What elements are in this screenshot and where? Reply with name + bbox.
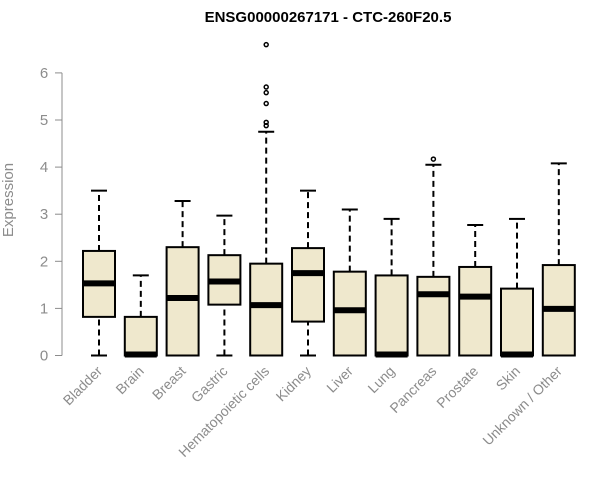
box-brain bbox=[123, 274, 158, 358]
y-tick-label: 4 bbox=[40, 159, 48, 176]
box-gastric bbox=[207, 214, 242, 357]
box-prostate bbox=[458, 224, 493, 357]
iqr-box bbox=[500, 287, 534, 357]
x-category-label: Kidney bbox=[273, 363, 315, 405]
y-tick-label: 6 bbox=[40, 65, 48, 82]
box-kidney bbox=[291, 189, 325, 357]
outlier-point bbox=[430, 156, 437, 162]
iqr-box bbox=[458, 265, 493, 357]
x-category-label: Brain bbox=[112, 363, 146, 397]
x-category-label: Breast bbox=[149, 363, 189, 403]
box-bladder bbox=[82, 189, 116, 357]
box-unknown-other bbox=[541, 162, 576, 357]
x-category-label: Lung bbox=[364, 363, 397, 396]
iqr-box bbox=[416, 275, 451, 357]
iqr-box bbox=[165, 246, 200, 357]
x-category-label: Skin bbox=[493, 363, 524, 394]
outlier-point bbox=[263, 119, 269, 126]
iqr-box bbox=[123, 315, 158, 357]
y-tick-label: 5 bbox=[40, 112, 48, 129]
box-skin bbox=[500, 217, 534, 358]
y-axis-label: Expression bbox=[0, 163, 17, 237]
y-tick-label: 0 bbox=[40, 348, 48, 365]
iqr-box bbox=[374, 274, 409, 357]
outlier-point bbox=[263, 84, 269, 90]
outlier-point bbox=[263, 41, 269, 48]
y-tick-label: 1 bbox=[40, 300, 48, 317]
boxes-group bbox=[82, 41, 576, 358]
box-hematopoietic-cells bbox=[249, 41, 284, 357]
iqr-box bbox=[332, 270, 367, 357]
chart-title: ENSG00000267171 - CTC-260F20.5 bbox=[205, 9, 452, 26]
x-category-label: Bladder bbox=[60, 363, 106, 409]
outlier-point bbox=[263, 100, 269, 107]
y-tick-label: 3 bbox=[40, 206, 48, 223]
iqr-box bbox=[291, 247, 325, 323]
box-pancreas bbox=[416, 156, 451, 357]
x-category-label: Liver bbox=[323, 363, 356, 396]
outlier-point bbox=[263, 89, 269, 96]
x-category-label: Unknown / Other bbox=[479, 363, 565, 449]
y-axis: 0 1 2 3 4 5 6 bbox=[40, 65, 63, 365]
box-liver bbox=[332, 208, 367, 357]
iqr-box bbox=[249, 262, 284, 357]
box-breast bbox=[165, 200, 200, 357]
x-category-label: Prostate bbox=[433, 363, 481, 411]
y-tick-label: 2 bbox=[40, 253, 48, 270]
box-lung bbox=[374, 217, 409, 358]
